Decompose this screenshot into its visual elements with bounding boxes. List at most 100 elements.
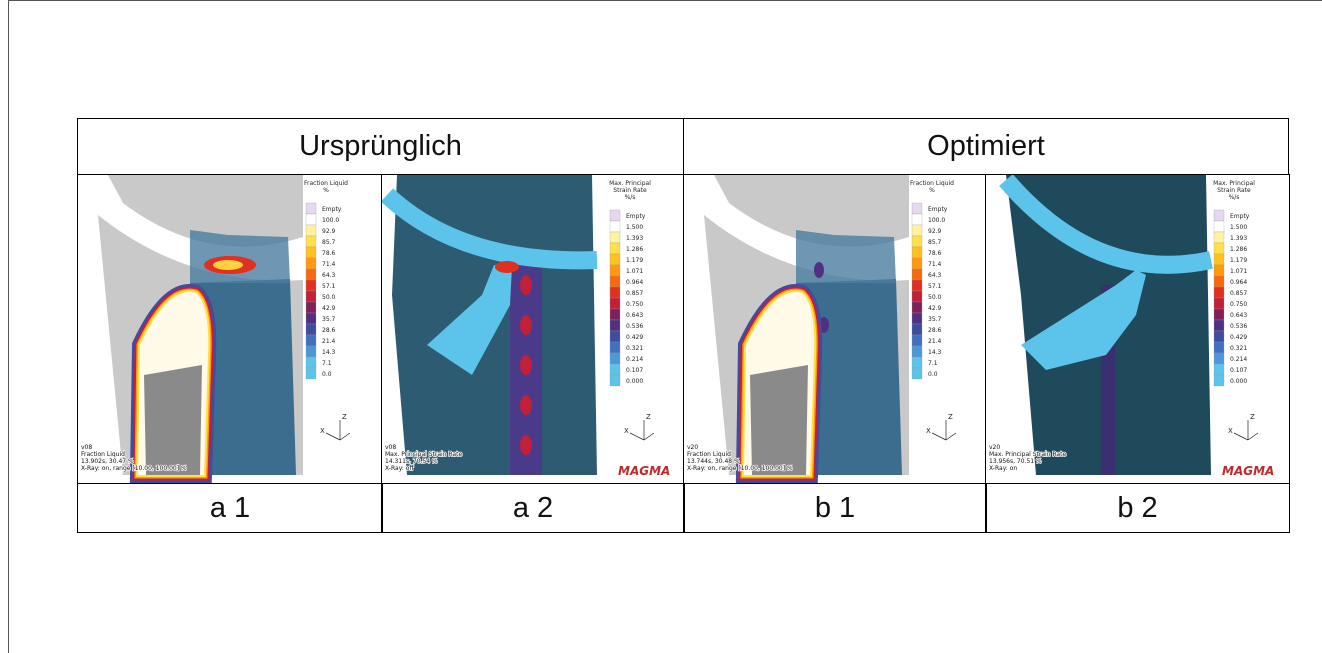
image-cell: Max. PrincipalStrain Rate%/s Empty 1.500 1.… xyxy=(381,174,685,484)
legend-label: 0.643 xyxy=(1230,312,1247,319)
legend-label: Empty xyxy=(626,213,646,220)
legend-swatch xyxy=(306,214,316,225)
image-caption: X-Ray: off xyxy=(385,465,414,472)
legend-label: 1.286 xyxy=(1230,246,1247,253)
legend-title: Max. Principal xyxy=(609,180,651,187)
legend-swatch xyxy=(610,210,620,221)
legend-title: % xyxy=(323,187,329,194)
axis-label: Z xyxy=(1250,413,1255,421)
legend-label: 0.107 xyxy=(1230,367,1247,374)
logo: MAGMA xyxy=(1222,464,1274,478)
legend-label: 71.4 xyxy=(928,261,942,268)
legend-label: 64.3 xyxy=(322,272,336,279)
legend-label: 64.3 xyxy=(928,272,942,279)
legend-swatch xyxy=(1214,210,1224,221)
hot-spot xyxy=(495,261,519,273)
legend-label: 0.107 xyxy=(626,367,643,374)
legend-label: 21.4 xyxy=(928,338,942,345)
legend-label: 0.000 xyxy=(1230,378,1247,385)
legend-swatch xyxy=(610,298,620,309)
legend-label: 0.536 xyxy=(1230,323,1247,330)
image-caption: 13.902s, 30.47 % xyxy=(81,458,134,465)
axis-y xyxy=(644,433,654,440)
legend-label: 1.071 xyxy=(1230,268,1247,275)
header-cell: Optimiert xyxy=(683,118,1289,175)
axis-label: Z xyxy=(646,413,651,421)
legend-label: 7.1 xyxy=(928,360,938,367)
legend-swatch xyxy=(610,331,620,342)
image-caption: X-Ray: on, range [10.00, 100.00] % xyxy=(687,465,793,472)
legend-swatch xyxy=(610,364,620,375)
image-caption: v20 xyxy=(687,444,698,451)
image-caption: 13.956s, 70.51 % xyxy=(989,458,1042,465)
legend-label: 1.179 xyxy=(626,257,643,264)
simulation-view xyxy=(986,175,1211,483)
legend-swatch xyxy=(1214,331,1224,342)
logo: MAGMA xyxy=(618,464,670,478)
legend-swatch xyxy=(1214,243,1224,254)
legend-swatch xyxy=(610,221,620,232)
legend-swatch xyxy=(1214,276,1224,287)
strain-peak xyxy=(520,395,532,415)
simulation-view xyxy=(78,175,303,483)
legend-label: 1.071 xyxy=(626,268,643,275)
legend-label: 0.321 xyxy=(626,345,643,352)
label-cell: b 2 xyxy=(985,483,1290,533)
legend-label: 1.500 xyxy=(626,224,643,231)
panel-label: a 2 xyxy=(513,492,553,525)
strain-peak xyxy=(520,315,532,335)
label-cell: a 1 xyxy=(77,483,383,533)
legend-swatch xyxy=(1214,298,1224,309)
legend-title: %/s xyxy=(625,194,636,201)
legend-swatch xyxy=(610,243,620,254)
axis-x xyxy=(630,433,644,440)
image-caption: X-Ray: on, range [10.00, 100.00] % xyxy=(81,465,187,472)
legend-title: Strain Rate xyxy=(613,187,647,194)
legend-label: 0.214 xyxy=(626,356,643,363)
simulation-view xyxy=(382,175,607,483)
axis-y xyxy=(340,433,350,440)
feeder-lower xyxy=(750,365,808,475)
legend-label: 0.857 xyxy=(626,290,643,297)
image-caption: Max. Principal Strain Rate xyxy=(385,451,462,458)
image-caption: Fraction Liquid xyxy=(81,451,125,458)
legend-swatch xyxy=(1214,342,1224,353)
legend-label: 0.964 xyxy=(1230,279,1247,286)
legend-label: 1.179 xyxy=(1230,257,1247,264)
legend-swatch xyxy=(306,335,316,346)
strain-peak xyxy=(520,355,532,375)
legend-title: Strain Rate xyxy=(1217,187,1251,194)
legend-label: 0.0 xyxy=(928,371,938,378)
simulation-image: Fraction Liquid%Empty100.092.985.778.671… xyxy=(78,175,383,483)
legend-swatch xyxy=(912,368,922,379)
axis-x xyxy=(932,433,946,440)
legend-label: 92.9 xyxy=(322,228,336,235)
legend-label: 0.429 xyxy=(1230,334,1247,341)
simulation-view xyxy=(684,175,909,483)
hot-spot xyxy=(213,260,243,270)
legend-swatch xyxy=(610,232,620,243)
legend-swatch xyxy=(1214,221,1224,232)
legend-swatch xyxy=(912,225,922,236)
simulation-image: Fraction Liquid%Empty100.092.985.778.671… xyxy=(684,175,987,483)
legend-swatch xyxy=(912,214,922,225)
legend-swatch xyxy=(610,254,620,265)
image-caption: 13.744s, 30.48 % xyxy=(687,458,740,465)
legend-swatch xyxy=(1214,254,1224,265)
image-caption: v08 xyxy=(385,444,396,451)
legend-swatch xyxy=(912,269,922,280)
page: Ursprünglich Optimiert Fraction Liquid%E… xyxy=(0,0,1322,653)
legend-label: 0.429 xyxy=(626,334,643,341)
legend-swatch xyxy=(1214,364,1224,375)
legend-label: 71.4 xyxy=(322,261,336,268)
legend-label: Empty xyxy=(322,206,342,213)
legend-title: Fraction Liquid xyxy=(910,180,954,187)
legend-swatch xyxy=(912,247,922,258)
legend-label: 1.393 xyxy=(1230,235,1247,242)
legend-label: 57.1 xyxy=(322,283,336,290)
casting-neck xyxy=(796,230,896,283)
legend-label: 0.750 xyxy=(626,301,643,308)
casting-neck xyxy=(190,230,290,283)
legend-label: 0.857 xyxy=(1230,290,1247,297)
